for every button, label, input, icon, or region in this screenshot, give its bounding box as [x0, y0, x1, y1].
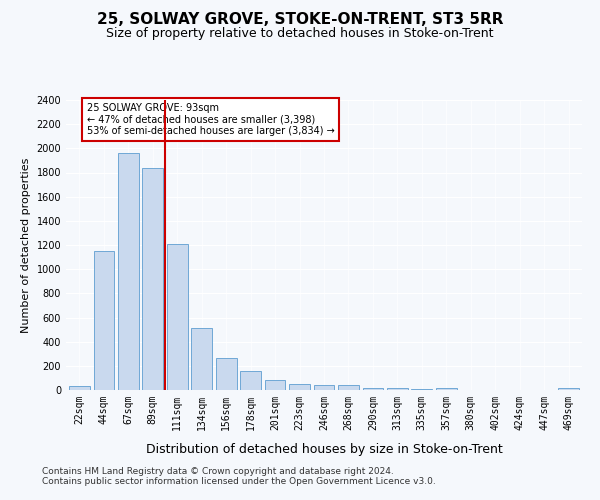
Bar — [118, 153, 139, 390]
Bar — [142, 168, 163, 390]
Bar — [94, 251, 114, 390]
Text: Contains HM Land Registry data © Crown copyright and database right 2024.: Contains HM Land Registry data © Crown c… — [42, 468, 394, 476]
Text: 25 SOLWAY GROVE: 93sqm
← 47% of detached houses are smaller (3,398)
53% of semi-: 25 SOLWAY GROVE: 93sqm ← 47% of detached… — [86, 103, 334, 136]
Text: Contains public sector information licensed under the Open Government Licence v3: Contains public sector information licen… — [42, 478, 436, 486]
Bar — [69, 386, 90, 390]
Text: Distribution of detached houses by size in Stoke-on-Trent: Distribution of detached houses by size … — [146, 442, 502, 456]
Bar — [314, 384, 334, 390]
Bar — [289, 384, 310, 390]
Bar — [167, 244, 188, 390]
Bar — [265, 380, 286, 390]
Bar — [338, 385, 359, 390]
Bar — [191, 328, 212, 390]
Y-axis label: Number of detached properties: Number of detached properties — [21, 158, 31, 332]
Text: Size of property relative to detached houses in Stoke-on-Trent: Size of property relative to detached ho… — [106, 28, 494, 40]
Bar — [412, 388, 432, 390]
Bar — [240, 372, 261, 390]
Bar — [216, 358, 236, 390]
Bar — [558, 388, 579, 390]
Bar — [387, 388, 408, 390]
Text: 25, SOLWAY GROVE, STOKE-ON-TRENT, ST3 5RR: 25, SOLWAY GROVE, STOKE-ON-TRENT, ST3 5R… — [97, 12, 503, 28]
Bar — [362, 388, 383, 390]
Bar — [436, 388, 457, 390]
